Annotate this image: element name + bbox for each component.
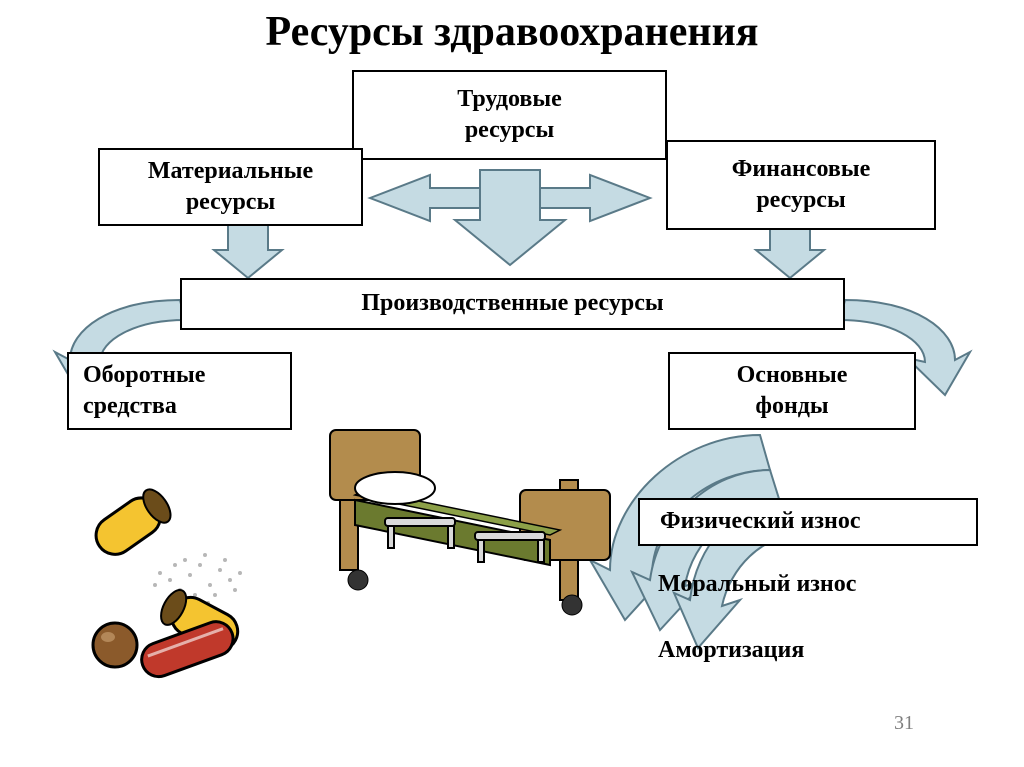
box-working-capital-line2: средства: [83, 391, 177, 422]
box-material: Материальные ресурсы: [98, 148, 363, 226]
wear-physical: Физический износ: [660, 506, 860, 537]
box-labor: Трудовые ресурсы: [352, 70, 667, 160]
box-material-line1: Материальные: [148, 156, 313, 187]
box-financial: Финансовые ресурсы: [666, 140, 936, 230]
box-material-line2: ресурсы: [186, 187, 275, 218]
hospital-bed-icon: [300, 380, 640, 640]
down-arrow-left: [214, 225, 282, 278]
box-fixed-assets-line1: Основные: [737, 360, 848, 391]
box-working-capital: Оборотные средства: [67, 352, 292, 430]
box-financial-line2: ресурсы: [756, 185, 845, 216]
box-labor-line2: ресурсы: [465, 115, 554, 146]
box-production: Производственные ресурсы: [180, 278, 845, 330]
box-fixed-assets-line2: фонды: [755, 391, 828, 422]
wear-amortization: Амортизация: [658, 626, 856, 674]
wear-moral: Моральный износ: [658, 560, 856, 608]
box-labor-line1: Трудовые: [457, 84, 562, 115]
box-fixed-assets: Основные фонды: [668, 352, 916, 430]
box-working-capital-line1: Оборотные: [83, 360, 205, 391]
pills-icon: [60, 465, 330, 695]
down-arrow-right: [756, 225, 824, 278]
wear-list-below: Моральный износ Амортизация: [658, 560, 856, 674]
four-way-arrow: [370, 170, 650, 265]
box-wear-physical: Физический износ: [638, 498, 978, 546]
page-number: 31: [894, 712, 914, 735]
box-financial-line1: Финансовые: [732, 154, 871, 185]
page-title: Ресурсы здравоохранения: [0, 8, 1024, 56]
box-production-text: Производственные ресурсы: [361, 288, 663, 319]
